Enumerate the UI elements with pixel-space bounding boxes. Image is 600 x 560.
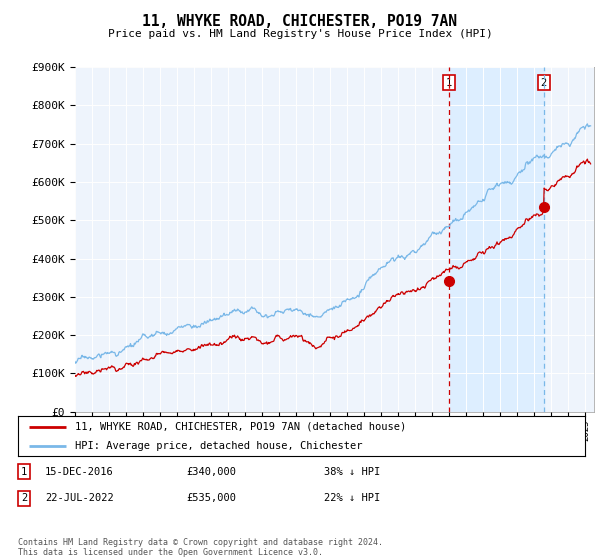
Text: 15-DEC-2016: 15-DEC-2016 <box>45 466 114 477</box>
Text: HPI: Average price, detached house, Chichester: HPI: Average price, detached house, Chic… <box>75 441 362 450</box>
Text: 1: 1 <box>21 466 27 477</box>
Text: Contains HM Land Registry data © Crown copyright and database right 2024.
This d: Contains HM Land Registry data © Crown c… <box>18 538 383 557</box>
Text: 2: 2 <box>541 77 547 87</box>
Text: £535,000: £535,000 <box>186 493 236 503</box>
Bar <box>449 67 544 412</box>
Text: 38% ↓ HPI: 38% ↓ HPI <box>324 466 380 477</box>
Text: 22% ↓ HPI: 22% ↓ HPI <box>324 493 380 503</box>
Text: 22-JUL-2022: 22-JUL-2022 <box>45 493 114 503</box>
Text: Price paid vs. HM Land Registry's House Price Index (HPI): Price paid vs. HM Land Registry's House … <box>107 29 493 39</box>
Text: 11, WHYKE ROAD, CHICHESTER, PO19 7AN: 11, WHYKE ROAD, CHICHESTER, PO19 7AN <box>143 14 458 29</box>
Text: 2: 2 <box>21 493 27 503</box>
Text: 1: 1 <box>446 77 452 87</box>
Text: £340,000: £340,000 <box>186 466 236 477</box>
Text: 11, WHYKE ROAD, CHICHESTER, PO19 7AN (detached house): 11, WHYKE ROAD, CHICHESTER, PO19 7AN (de… <box>75 422 406 432</box>
